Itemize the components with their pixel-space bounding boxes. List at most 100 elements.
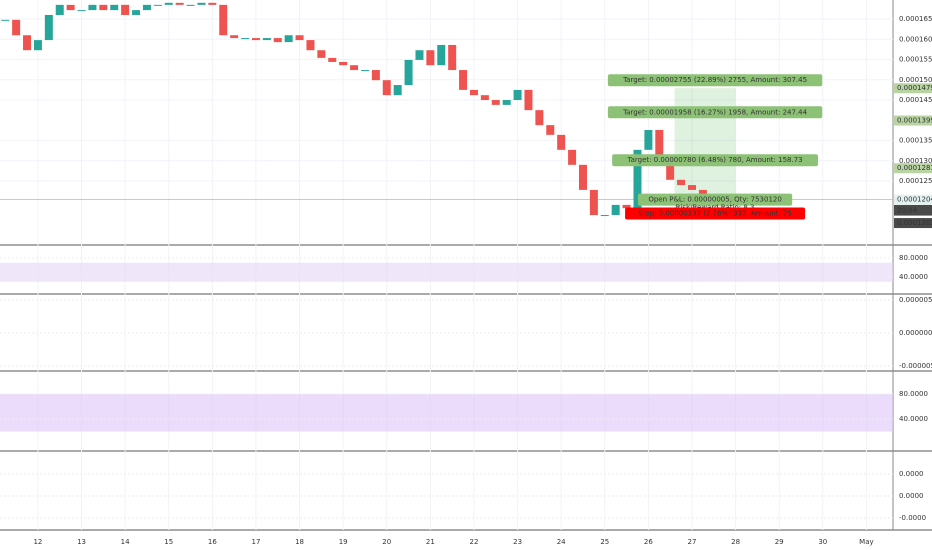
- candle: [371, 70, 380, 81]
- candle: [360, 70, 369, 72]
- candle: [459, 70, 468, 90]
- price-label-box: [894, 115, 932, 126]
- candle: [393, 85, 402, 96]
- target-label: Target: 0.00001958 (16.27%) 1958, Amount…: [622, 108, 808, 116]
- candle: [241, 38, 250, 40]
- candle: [578, 164, 587, 190]
- candle: [480, 95, 489, 101]
- x-tick-label: 18: [295, 538, 304, 546]
- y-tick-label: 0.00014500: [899, 96, 932, 104]
- candle: [698, 189, 707, 197]
- candle: [251, 38, 260, 41]
- candle: [197, 2, 206, 5]
- y-tick-label: -0.0000: [899, 514, 926, 522]
- x-tick-label: 15: [164, 538, 173, 546]
- x-tick-label: 19: [339, 538, 348, 546]
- y-tick-label: 80.0000: [899, 390, 928, 398]
- candle: [655, 129, 664, 160]
- target-label-box: [607, 106, 823, 119]
- candle: [230, 35, 239, 39]
- candle: [557, 134, 566, 150]
- candle: [524, 89, 533, 111]
- candle: [44, 14, 53, 41]
- candle: [589, 189, 598, 216]
- candle: [219, 4, 228, 36]
- candle: [208, 2, 217, 5]
- candle: [339, 61, 348, 66]
- candle: [611, 204, 620, 216]
- stop-label: Stop: 0.00000332 (2.76%) 332, Amount: 75: [638, 209, 792, 217]
- candle: [55, 4, 64, 15]
- x-tick-label: 27: [688, 538, 697, 546]
- price-label: 0.00013994: [897, 117, 932, 125]
- y-tick-label: 0.00000500: [899, 296, 932, 304]
- price-label-box: [894, 218, 932, 229]
- candle: [644, 129, 653, 150]
- candle: [99, 4, 108, 11]
- candle: [535, 110, 544, 126]
- candle: [33, 40, 42, 51]
- target-label-box: [612, 154, 818, 167]
- x-tick-label: 26: [644, 538, 653, 546]
- y-tick-label: 0.00015500: [899, 56, 932, 64]
- price-label: 0.00012816: [897, 164, 932, 172]
- x-tick-label: 23: [513, 538, 522, 546]
- candle: [677, 179, 686, 186]
- stop-label-box: [625, 207, 806, 220]
- candle: [262, 38, 271, 41]
- y-tick-label: 0.00016500: [899, 15, 932, 23]
- candle: [110, 4, 119, 11]
- x-tick-label: 16: [208, 538, 217, 546]
- candle: [687, 185, 696, 190]
- candle: [448, 44, 457, 71]
- open-label: Open P&L: 0.00000005, Qty: 7530120: [648, 196, 782, 204]
- x-tick-label: 28: [731, 538, 740, 546]
- target-label: Target: 0.00002755 (22.89%) 2755, Amount…: [622, 76, 807, 84]
- candle: [513, 89, 522, 101]
- x-tick-label: 13: [77, 538, 86, 546]
- x-tick-label: 14: [121, 538, 130, 546]
- candle: [317, 50, 326, 58]
- price-label-box: [894, 163, 932, 174]
- candle: [295, 35, 304, 41]
- candle: [186, 4, 195, 6]
- candle: [121, 4, 130, 15]
- candle: [284, 35, 293, 43]
- x-tick-label: 29: [775, 538, 784, 546]
- candle: [132, 10, 141, 15]
- y-tick-label: 0.00000000: [899, 329, 932, 337]
- y-tick-label: 0.0000: [899, 470, 924, 478]
- open-label-box: [637, 193, 793, 206]
- price-label: 0.00012041: [897, 196, 932, 204]
- x-tick-label: May: [859, 538, 873, 546]
- candle: [164, 2, 173, 5]
- indicator-band: [0, 394, 893, 432]
- countdown: 20:04: [897, 207, 918, 215]
- candle: [437, 44, 446, 66]
- price-label-box: [894, 194, 932, 205]
- y-tick-label: 0.00013500: [899, 137, 932, 145]
- x-tick-label: 25: [600, 538, 609, 546]
- candle: [600, 215, 609, 217]
- candle: [306, 40, 315, 51]
- price-label: 0.00012036: [897, 219, 932, 227]
- x-tick-label: 17: [251, 538, 260, 546]
- candle: [66, 4, 75, 11]
- indicator-band: [0, 262, 893, 282]
- target-label: Target: 0.00000780 (6.48%) 780, Amount: …: [627, 156, 803, 164]
- candle: [426, 50, 435, 66]
- candle: [273, 38, 282, 43]
- y-tick-label: 80.0000: [899, 254, 928, 262]
- candle: [666, 159, 675, 180]
- candle: [175, 2, 184, 5]
- x-tick-label: 30: [818, 538, 827, 546]
- x-tick-label: 21: [426, 538, 435, 546]
- x-tick-label: 12: [33, 538, 42, 546]
- candle: [153, 4, 162, 6]
- target-label-box: [607, 74, 823, 87]
- candle: [350, 65, 359, 71]
- y-tick-label: 40.0000: [899, 273, 928, 281]
- y-tick-label: -0.00000500: [899, 362, 932, 370]
- price-label-box: [894, 83, 932, 94]
